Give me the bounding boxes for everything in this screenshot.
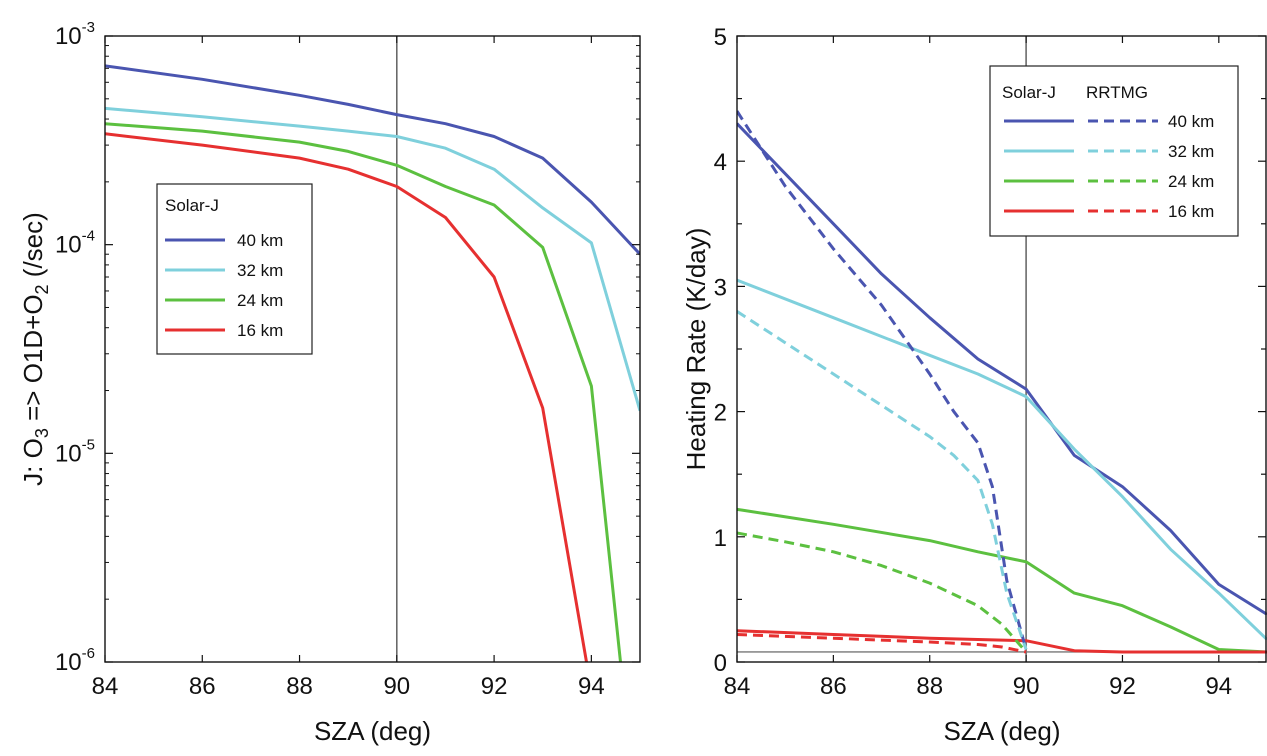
tick-base: 10: [55, 649, 82, 676]
heating-rate-series-line-rrtmg-40km: [737, 111, 1026, 649]
heating-rate-series-line-solarj-32km: [737, 280, 1267, 639]
heating-rate-x-tick-label: 94: [1205, 673, 1232, 700]
heating-rate-y-tick-label: 4: [714, 149, 727, 176]
photolysis-x-tick-label: 94: [578, 673, 605, 700]
tick-base: 10: [55, 440, 82, 467]
heating-rate-x-tick-label: 92: [1109, 673, 1136, 700]
heating-rate-legend-label: 32 km: [1168, 142, 1214, 161]
photolysis-legend: Solar-J 40 km 32 km 24 km 16 km: [157, 184, 312, 354]
heating-rate-y-tick-label: 2: [714, 400, 727, 427]
heating-rate-legend-label: 40 km: [1168, 112, 1214, 131]
tick-exponent: -5: [82, 436, 95, 453]
heating-rate-legend-header-rrtmg: RRTMG: [1086, 83, 1148, 102]
tick-exponent: -4: [82, 228, 95, 245]
photolysis-y-axis-label-part: 2: [32, 284, 52, 294]
heating-rate-y-axis-label: Heating Rate (K/day): [681, 228, 711, 471]
photolysis-y-tick-label: 10-3: [55, 19, 95, 50]
photolysis-x-tick-label: 86: [189, 673, 216, 700]
heating-rate-x-tick-label: 90: [1013, 673, 1040, 700]
photolysis-legend-label: 16 km: [237, 321, 283, 340]
tick-base: 10: [55, 23, 82, 50]
heating-rate-y-tick-label: 3: [714, 274, 727, 301]
heating-rate-y-tick-label: 5: [714, 24, 727, 51]
heating-rate-legend-label: 24 km: [1168, 172, 1214, 191]
photolysis-legend-title: Solar-J: [165, 196, 219, 215]
photolysis-x-tick-label: 88: [286, 673, 313, 700]
tick-exponent: -3: [82, 19, 95, 36]
photolysis-legend-label: 24 km: [237, 291, 283, 310]
photolysis-y-tick-label: 10-6: [55, 645, 95, 676]
heating-rate-x-tick-label: 84: [724, 673, 751, 700]
photolysis-x-tick-label: 84: [92, 673, 119, 700]
heating-rate-series-line-solarj-24km: [737, 509, 1267, 652]
photolysis-y-axis-label-part: (/sec): [18, 212, 48, 284]
tick-exponent: -6: [82, 645, 95, 662]
heating-rate-y-tick-label: 1: [714, 525, 727, 552]
photolysis-legend-label: 32 km: [237, 261, 283, 280]
heating-rate-panel: 84 86 88 90 92 94 0 1 2 3 4 5 SZA (deg) Heating Rat…: [681, 24, 1267, 746]
photolysis-y-axis-label-part: J: O: [18, 438, 48, 486]
heating-rate-legend-label: 16 km: [1168, 202, 1214, 221]
heating-rate-y-tick-label: 0: [714, 650, 727, 677]
photolysis-y-axis-label-part: => O1D+O: [18, 294, 48, 428]
photolysis-x-tick-label: 90: [383, 673, 410, 700]
heating-rate-series-line-rrtmg-24km: [737, 533, 1026, 652]
photolysis-x-tick-label: 92: [481, 673, 508, 700]
heating-rate-x-tick-label: 88: [916, 673, 943, 700]
heating-rate-x-axis-label: SZA (deg): [943, 716, 1060, 746]
photolysis-y-tick-label: 10-5: [55, 436, 95, 467]
heating-rate-legend: Solar-J RRTMG 40 km 32 km 24 km 16 km: [990, 66, 1238, 236]
heating-rate-x-tick-label: 86: [820, 673, 847, 700]
photolysis-y-axis-label: J: O3 => O1D+O2 (/sec): [18, 212, 52, 486]
photolysis-y-tick-label: 10-4: [55, 228, 95, 259]
photolysis-legend-label: 40 km: [237, 231, 283, 250]
tick-base: 10: [55, 232, 82, 259]
photolysis-x-axis-label: SZA (deg): [314, 716, 431, 746]
heating-rate-legend-header-solarj: Solar-J: [1002, 83, 1056, 102]
photolysis-y-axis-label-part: 3: [32, 428, 52, 438]
